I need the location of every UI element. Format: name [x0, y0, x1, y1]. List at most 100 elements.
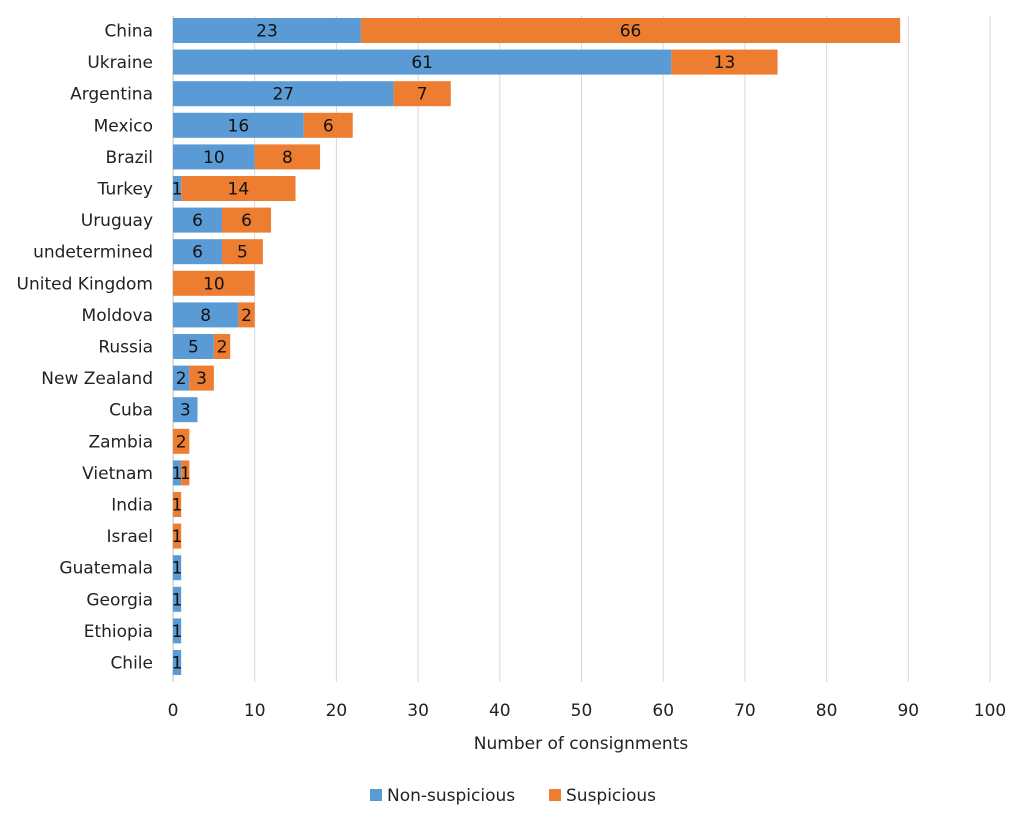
data-label: 13 — [714, 53, 736, 73]
x-tick-label: 20 — [326, 701, 348, 721]
category-label: Georgia — [86, 590, 153, 610]
bar-non-suspicious — [173, 555, 182, 581]
category-label: Cuba — [109, 401, 153, 421]
category-label: Uruguay — [81, 211, 153, 231]
bar-suspicious — [173, 428, 190, 454]
x-tick-label: 70 — [734, 701, 756, 721]
category-label: China — [104, 22, 153, 42]
x-tick-label: 50 — [571, 701, 593, 721]
x-tick-label: 0 — [168, 701, 179, 721]
data-label: 5 — [188, 338, 199, 358]
bar-suspicious — [254, 144, 321, 170]
x-axis-title: Number of consignments — [474, 734, 689, 754]
legend-label: Non-suspicious — [387, 786, 515, 806]
data-label: 61 — [411, 53, 433, 73]
bar-suspicious — [222, 239, 263, 265]
data-label: 14 — [228, 180, 250, 200]
category-label: Vietnam — [82, 464, 153, 484]
bar-suspicious — [222, 207, 272, 233]
data-label: 1 — [172, 622, 183, 642]
data-label: 6 — [323, 116, 334, 136]
data-label: 23 — [256, 22, 278, 42]
x-tick-label: 60 — [652, 701, 674, 721]
data-label: 3 — [196, 369, 207, 389]
category-label: Guatemala — [59, 559, 153, 579]
bar-suspicious — [181, 460, 190, 486]
category-label: India — [111, 496, 153, 516]
bar-suspicious — [181, 176, 296, 201]
data-label: 3 — [180, 401, 191, 421]
category-label: Zambia — [88, 432, 153, 452]
bar-non-suspicious — [173, 334, 214, 359]
category-label: Ethiopia — [84, 622, 153, 642]
data-label: 1 — [172, 496, 183, 516]
data-label: 10 — [203, 274, 225, 294]
bar-non-suspicious — [173, 302, 239, 328]
data-label: 2 — [176, 432, 187, 452]
x-tick-label: 80 — [816, 701, 838, 721]
data-label: 8 — [282, 148, 293, 168]
bar-suspicious — [360, 18, 901, 43]
bar-non-suspicious — [173, 650, 182, 675]
x-tick-label: 40 — [489, 701, 511, 721]
category-label: Brazil — [106, 148, 153, 168]
bar-non-suspicious — [173, 397, 198, 423]
bar-non-suspicious — [173, 18, 361, 43]
bar-non-suspicious — [173, 81, 394, 107]
bars — [173, 18, 901, 675]
data-label: 1 — [172, 180, 183, 200]
data-label: 7 — [417, 85, 428, 105]
category-label: Moldova — [82, 306, 153, 326]
x-tick-label: 100 — [974, 701, 1006, 721]
category-labels: China Ukraine Argentina Mexico Brazil Turkey U… — [17, 22, 153, 674]
bar-suspicious — [173, 492, 182, 517]
x-tick-label: 90 — [897, 701, 919, 721]
bar-non-suspicious — [173, 586, 182, 612]
data-label: 8 — [200, 306, 211, 326]
data-label: 5 — [237, 243, 248, 263]
category-label: New Zealand — [41, 369, 153, 389]
bar-suspicious — [173, 270, 255, 296]
legend: Non-suspicious Suspicious — [370, 786, 656, 806]
x-tick-labels: 0 10 20 30 40 50 60 70 80 90 100 — [168, 701, 1007, 721]
bar-suspicious — [393, 81, 451, 107]
x-tick-label: 10 — [244, 701, 266, 721]
bar-non-suspicious — [173, 49, 672, 75]
legend-label: Suspicious — [566, 786, 656, 806]
bar-suspicious — [173, 523, 182, 549]
data-label: 16 — [228, 116, 250, 136]
category-label: Israel — [107, 527, 153, 547]
data-label: 2 — [217, 338, 228, 358]
bar-suspicious — [238, 302, 255, 328]
category-label: United Kingdom — [17, 274, 153, 294]
bar-non-suspicious — [173, 239, 223, 265]
category-label: Argentina — [70, 85, 153, 105]
data-label: 66 — [620, 22, 642, 42]
category-label: Mexico — [94, 116, 153, 136]
data-label: 6 — [192, 211, 203, 231]
bar-non-suspicious — [173, 112, 304, 138]
category-label: Turkey — [97, 180, 153, 200]
data-label: 10 — [203, 148, 225, 168]
legend-swatch — [370, 789, 382, 801]
data-label: 1 — [172, 654, 183, 674]
data-label: 2 — [176, 369, 187, 389]
bar-non-suspicious — [173, 365, 190, 391]
bar-non-suspicious — [173, 144, 255, 170]
bar-suspicious — [213, 334, 231, 359]
bar-non-suspicious — [173, 176, 182, 201]
data-label: 1 — [172, 464, 183, 484]
bar-non-suspicious — [173, 618, 182, 644]
legend-swatch — [549, 789, 561, 801]
data-label: 1 — [172, 559, 183, 579]
bar-non-suspicious — [173, 207, 223, 233]
data-label: 1 — [172, 527, 183, 547]
bar-suspicious — [303, 112, 353, 138]
data-label: 6 — [241, 211, 252, 231]
data-label: 6 — [192, 243, 203, 263]
x-tick-label: 30 — [407, 701, 429, 721]
bar-suspicious — [671, 49, 778, 75]
